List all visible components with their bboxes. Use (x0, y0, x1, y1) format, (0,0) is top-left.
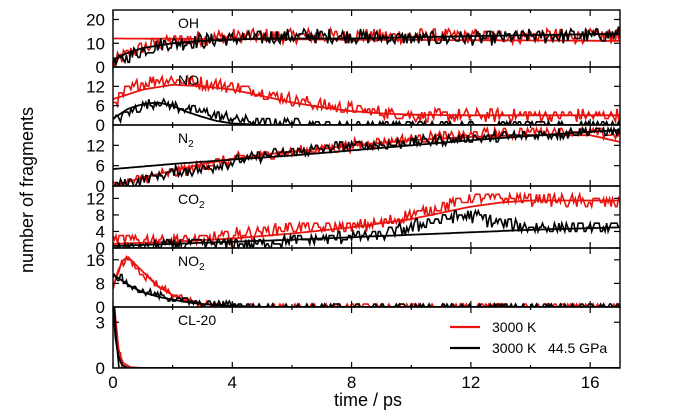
panel-label: N2 (178, 130, 194, 150)
x-tick-label: 4 (228, 373, 237, 392)
x-tick-label: 8 (347, 373, 356, 392)
panel-label: NO (178, 72, 199, 88)
series-fit-n2-1 (113, 129, 620, 170)
x-axis: 0 4 8 12 16 (108, 373, 599, 392)
y-tick-label: 4 (96, 222, 105, 241)
panel-label: CL-20 (178, 312, 216, 328)
series-raw-n2-0 (113, 125, 620, 186)
y-tick-label: 6 (96, 157, 105, 176)
legend-label-red: 3000 K (492, 319, 537, 335)
series-raw-n2-1 (113, 125, 620, 186)
y-tick-label: 6 (96, 97, 105, 116)
series-raw-co2-1 (113, 208, 620, 248)
panel-frame (112, 306, 621, 369)
y-tick-label: 0 (96, 298, 105, 317)
y-axis-label: number of fragments (17, 107, 37, 273)
y-tick-label: 8 (96, 206, 105, 225)
y-tick-label: 0 (96, 58, 105, 77)
y-tick-label: 0 (96, 116, 105, 135)
panel-no2: 0 8 16 NO2 (86, 247, 621, 317)
y-tick-label: 12 (86, 77, 105, 96)
x-tick-label: 12 (461, 373, 480, 392)
y-tick-label: 0 (96, 177, 105, 196)
y-tick-label: 8 (96, 274, 105, 293)
y-tick-label: 0 (96, 359, 105, 378)
series-fit-no-0 (113, 83, 620, 117)
series-fit-oh-1 (113, 32, 620, 61)
series-raw-no-1 (113, 97, 620, 125)
y-tick-label: 20 (86, 11, 105, 30)
y-tick-label: 16 (86, 251, 105, 270)
series-fit-no-1 (113, 101, 620, 125)
x-tick-label: 16 (581, 373, 600, 392)
y-tick-label: 12 (86, 189, 105, 208)
legend: 3000 K 3000 K 44.5 GPa (450, 319, 607, 356)
y-tick-label: 10 (86, 34, 105, 53)
x-axis-label: time / ps (334, 390, 402, 410)
y-tick-label: 3 (96, 313, 105, 332)
series-raw-no2-0 (113, 254, 620, 307)
panel-label: CO2 (178, 191, 205, 211)
series-fit-co2-1 (113, 226, 620, 247)
series-fit-no2-1 (113, 273, 620, 307)
y-tick-label: 0 (96, 239, 105, 258)
legend-label-black: 3000 K 44.5 GPa (492, 340, 607, 356)
panel-label: OH (178, 15, 199, 31)
x-tick-label: 0 (108, 373, 117, 392)
y-tick-label: 12 (86, 136, 105, 155)
panel-label: NO2 (178, 253, 205, 273)
panel-cl-20: 0 3 CL-20 (96, 306, 621, 378)
series-raw-oh-1 (113, 26, 620, 67)
